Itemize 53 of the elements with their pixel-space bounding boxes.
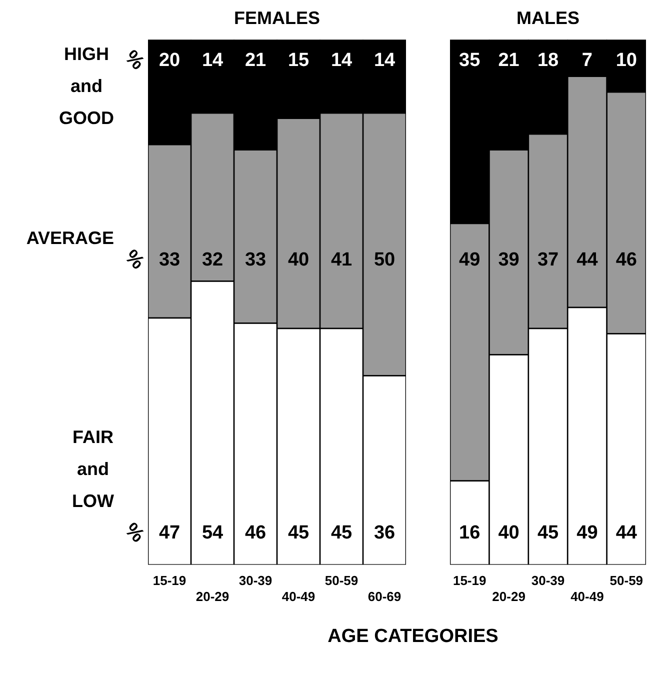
data-label: 49 — [576, 522, 598, 544]
data-label: 33 — [244, 249, 266, 270]
data-label: 7 — [582, 50, 592, 71]
data-label: 32 — [202, 249, 224, 270]
data-label: 40 — [498, 522, 520, 544]
data-label: 14 — [374, 50, 396, 71]
data-label: 50 — [374, 249, 396, 270]
annotation: % — [120, 246, 149, 274]
data-label: 35 — [459, 50, 481, 71]
x-tick-label: 20-29 — [196, 588, 230, 604]
x-tick-label: 40-49 — [282, 588, 316, 604]
data-label: 21 — [498, 50, 520, 71]
x-tick-label: 30-39 — [531, 573, 565, 588]
data-label: 45 — [288, 522, 310, 544]
chart-title: MALES — [516, 8, 580, 28]
data-label: 45 — [537, 522, 559, 544]
annotation: % — [120, 518, 149, 548]
data-label: 18 — [537, 50, 559, 71]
series-label: FAIR and LOW — [72, 427, 114, 512]
data-label: 47 — [158, 522, 180, 544]
data-label: 10 — [616, 50, 637, 71]
data-label: 41 — [330, 249, 352, 270]
x-tick-label: 60-69 — [368, 588, 402, 604]
data-label: 54 — [202, 522, 224, 544]
x-tick-label: 20-29 — [492, 588, 526, 604]
data-label: 33 — [158, 249, 180, 270]
x-axis-title: AGE CATEGORIES — [326, 626, 500, 648]
data-label: 49 — [459, 249, 480, 270]
x-tick-label: 50-59 — [610, 573, 644, 588]
data-label: 36 — [374, 522, 396, 544]
x-tick-label: 50-59 — [324, 573, 358, 588]
x-tick-label: 30-39 — [238, 573, 272, 588]
data-label: 44 — [576, 249, 598, 270]
data-label: 15 — [288, 50, 310, 71]
data-label: 39 — [498, 249, 520, 270]
data-label: 44 — [616, 522, 638, 544]
data-label: 21 — [244, 50, 266, 71]
data-label: 46 — [244, 522, 266, 544]
chart-title: FEMALES — [234, 8, 320, 28]
x-tick-label: 40-49 — [570, 588, 604, 604]
data-label: 45 — [330, 522, 352, 544]
data-label: 37 — [537, 249, 559, 270]
data-label: 16 — [459, 522, 480, 544]
x-tick-label: 15-19 — [452, 573, 486, 588]
series-label: AVERAGE — [26, 228, 114, 248]
data-label: 14 — [330, 50, 352, 71]
series-label: HIGH and GOOD — [58, 44, 114, 128]
data-label: 14 — [202, 50, 224, 71]
data-label: 20 — [158, 50, 180, 71]
annotation: % — [120, 46, 149, 74]
x-tick-label: 15-19 — [152, 573, 186, 588]
data-label: 40 — [288, 249, 310, 270]
data-label: 46 — [616, 249, 637, 270]
